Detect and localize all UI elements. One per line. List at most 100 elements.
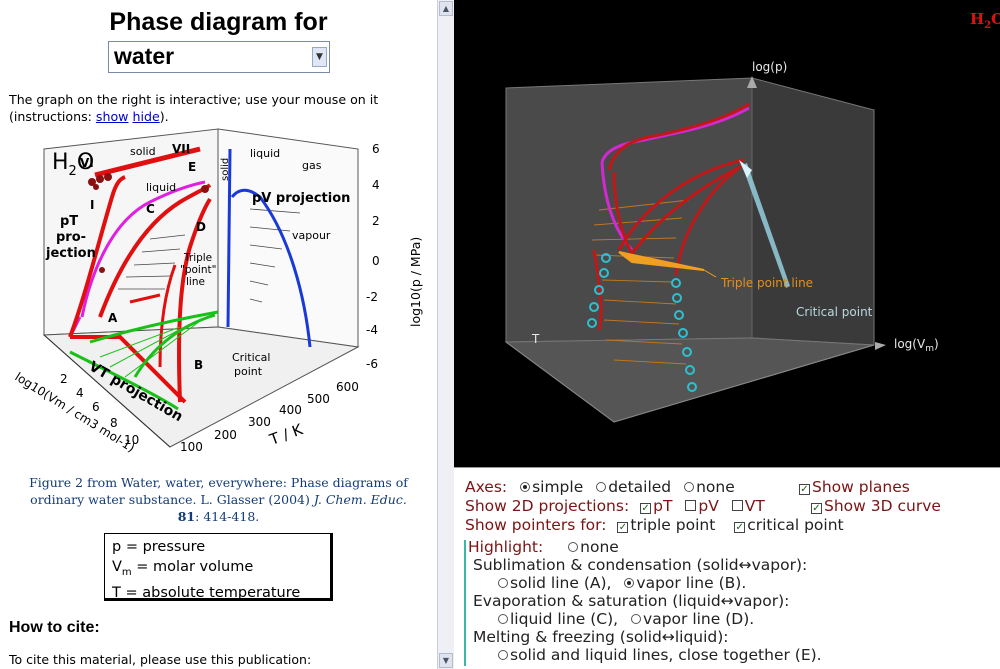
sublimation-heading: Sublimation & condensation (solid↔vapor)… <box>473 556 808 574</box>
legend-volume: Vm = molar volume <box>112 559 254 578</box>
pointer-triple-toggle[interactable]: ✓ triple point <box>617 516 716 534</box>
label-pt: pT <box>60 214 78 229</box>
melting-options: solid and liquid lines, close together (… <box>498 646 822 664</box>
axis-v-label: log(Vm) <box>894 337 939 354</box>
show-3d-toggle[interactable]: ✓ Show 3D curve <box>811 497 941 515</box>
pointer-critical-toggle[interactable]: ✓ critical point <box>734 516 844 534</box>
triple-point-line-label: Triple point line <box>720 276 813 290</box>
label-pv-proj: pV projection <box>252 191 350 206</box>
label-critical-2: point <box>234 365 263 378</box>
proj-vt-toggle[interactable]: VT <box>731 497 765 515</box>
label-a: A <box>108 311 118 325</box>
radio-icon[interactable] <box>568 542 579 552</box>
vapor-line-b-option[interactable]: vapor line (B). <box>624 574 746 592</box>
radio-icon[interactable] <box>684 482 695 492</box>
figure-caption: Figure 2 from Water, water, everywhere: … <box>12 474 425 525</box>
caption-line-3: 81: 414-418. <box>177 509 260 524</box>
sublimation-options: solid line (A), vapor line (B). <box>498 574 746 592</box>
caption-line-1: Figure 2 from Water, water, everywhere: … <box>29 475 408 490</box>
show-instructions-link[interactable]: show <box>95 109 129 124</box>
highlight-row: Highlight: none <box>468 538 619 556</box>
t-tick-2: 300 <box>248 415 271 429</box>
t-tick-1: 200 <box>214 428 237 442</box>
label-e: E <box>188 160 196 174</box>
legend-pressure: p = pressure <box>112 539 206 555</box>
radio-icon[interactable] <box>498 614 508 624</box>
figure-formula: H2O <box>52 150 94 179</box>
axis-p-label: log(p) <box>752 60 787 74</box>
checkbox-icon[interactable] <box>731 500 743 511</box>
proj-pt-toggle[interactable]: ✓ pT <box>640 497 673 515</box>
radio-icon[interactable] <box>498 650 508 660</box>
checkbox-icon[interactable]: ✓ <box>799 484 810 495</box>
projections-row: Show 2D projections: ✓ pT pV VT <box>465 497 765 515</box>
substance-select[interactable]: water ▼ <box>108 41 330 73</box>
v-tick-0: 2 <box>60 372 68 386</box>
scroll-up-icon[interactable]: ▲ <box>439 1 453 16</box>
scroll-down-icon[interactable]: ▼ <box>439 653 453 668</box>
legend-temperature: T = absolute temperature <box>112 584 301 601</box>
projections-label: Show 2D projections: <box>465 497 630 515</box>
hide-instructions-link[interactable]: hide <box>132 109 160 124</box>
highlight-label: Highlight: <box>468 538 544 556</box>
critical-point-label: Critical point <box>796 305 873 319</box>
t-axis-label: T / K <box>266 420 306 449</box>
axes-row: Axes: simple detailed none <box>465 478 735 496</box>
intro-sentence: The graph on the right is interactive; u… <box>9 92 379 124</box>
show-planes-toggle[interactable]: ✓ Show planes <box>799 478 910 496</box>
label-vi: VI <box>80 156 94 170</box>
axes-option-simple[interactable]: simple <box>520 478 583 496</box>
label-vii: VII <box>172 142 190 156</box>
checkbox-icon[interactable]: ✓ <box>640 503 652 514</box>
p-tick-5: -4 <box>366 323 378 337</box>
checkbox-icon[interactable]: ✓ <box>734 522 746 533</box>
t-tick-5: 600 <box>336 380 359 394</box>
vapor-line-d-option[interactable]: vapor line (D). <box>631 610 754 628</box>
label-d: D <box>196 220 206 234</box>
corner-formula: H2O <box>970 10 1000 31</box>
axis-t-label: T <box>531 332 540 346</box>
radio-icon[interactable] <box>498 578 508 588</box>
label-triple-2: "point" <box>180 264 216 276</box>
v-tick-4: 10 <box>124 433 139 447</box>
vertical-scrollbar[interactable]: ▲ ▼ <box>437 0 454 669</box>
checkbox-icon[interactable]: ✓ <box>811 503 822 514</box>
t-tick-4: 500 <box>307 392 330 406</box>
chevron-down-icon[interactable]: ▼ <box>312 47 327 67</box>
p-tick-2: 2 <box>372 214 380 228</box>
label-gas: gas <box>302 159 322 172</box>
evaporation-heading: Evaporation & saturation (liquid↔vapor): <box>473 592 790 610</box>
p-tick-0: 6 <box>372 142 380 156</box>
intro-end: ). <box>159 109 169 124</box>
p-tick-6: -6 <box>366 357 378 371</box>
axes-label: Axes: <box>465 478 508 496</box>
label-liquid-left: liquid <box>146 181 176 194</box>
liquid-line-c-option[interactable]: liquid line (C), <box>498 610 618 628</box>
label-liquid-right: liquid <box>250 147 280 160</box>
v-tick-3: 8 <box>110 416 118 430</box>
pointers-row: Show pointers for: ✓ triple point ✓ critic… <box>465 516 844 534</box>
label-critical: Critical <box>232 351 270 364</box>
symbol-legend-box: p = pressure Vm = molar volume T = absol… <box>104 533 333 601</box>
caption-line-2: ordinary water substance. L. Glasser (20… <box>30 492 407 507</box>
radio-icon[interactable] <box>631 614 642 624</box>
axes-option-detailed[interactable]: detailed <box>596 478 671 496</box>
axes-option-none[interactable]: none <box>684 478 735 496</box>
highlight-none-option[interactable]: none <box>568 538 619 556</box>
checkbox-icon[interactable]: ✓ <box>617 522 629 533</box>
label-vapour: vapour <box>292 229 331 242</box>
solid-liquid-e-option[interactable]: solid and liquid lines, close together (… <box>498 646 822 664</box>
highlight-divider <box>464 540 466 666</box>
v-tick-2: 6 <box>92 400 100 414</box>
radio-icon[interactable] <box>596 482 607 492</box>
3d-viewer[interactable]: log(p) log(Vm) T Triple point line Criti… <box>454 0 1000 467</box>
radio-icon[interactable] <box>624 578 635 588</box>
evaporation-options: liquid line (C), vapor line (D). <box>498 610 754 628</box>
label-pt-3: jection <box>45 246 96 261</box>
p-tick-4: -2 <box>366 290 378 304</box>
checkbox-icon[interactable] <box>685 500 697 511</box>
solid-line-a-option[interactable]: solid line (A), <box>498 574 611 592</box>
3d-scene[interactable]: log(p) log(Vm) T Triple point line Criti… <box>454 0 1000 467</box>
proj-pv-toggle[interactable]: pV <box>685 497 719 515</box>
radio-icon[interactable] <box>520 482 531 492</box>
